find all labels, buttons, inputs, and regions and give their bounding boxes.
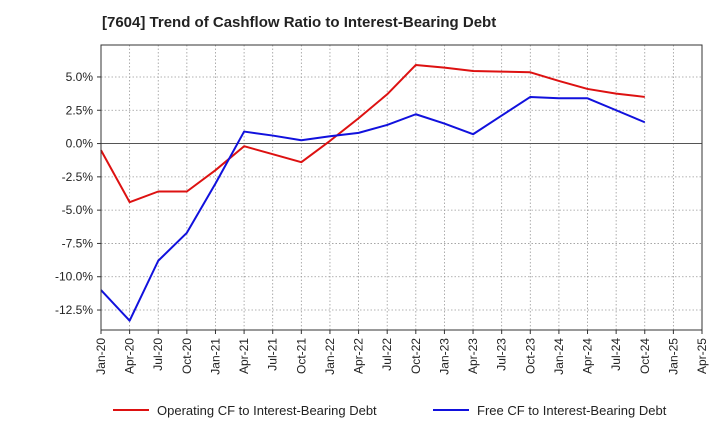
x-tick-label: Jan-25 [666,338,680,375]
x-tick-label: Apr-24 [581,338,595,374]
series-layer [100,63,646,322]
x-tick-label: Oct-23 [523,338,537,374]
x-tick-label: Apr-21 [237,338,251,374]
series-line-2 [100,95,646,322]
chart-title: [7604] Trend of Cashflow Ratio to Intere… [102,14,497,31]
x-tick-label: Jul-20 [151,338,165,371]
x-tick-label: Jul-21 [266,338,280,371]
plot-frame [100,44,703,331]
y-tick-label: 0.0% [66,137,94,151]
legend-item-1: Operating CF to Interest-Bearing Debt [113,403,377,418]
x-tick-label: Jan-20 [94,338,108,375]
x-tick-label: Jan-21 [208,338,222,375]
axis-layer: 5.0% 2.5% 0.0% -2.5% -5.0% -7.5% -10.0% -12.5% J… [55,44,709,375]
legend-layer: Operating CF to Interest-Bearing Debt Fre… [113,403,667,418]
y-tick-label: -12.5% [55,303,93,317]
x-tick-label: Apr-25 [695,338,709,374]
y-tick-label: 2.5% [66,103,94,117]
series-line-1 [100,63,645,204]
y-tick-label: -5.0% [62,203,94,217]
legend-label: Free CF to Interest-Bearing Debt [477,403,667,418]
x-tick-label: Oct-22 [409,338,423,374]
legend-label: Operating CF to Interest-Bearing Debt [157,403,377,418]
grid-layer [101,45,702,330]
x-tick-label: Jan-23 [437,338,451,375]
y-tick-label: -7.5% [62,236,94,250]
x-tick-label: Jul-23 [495,338,509,371]
x-tick-label: Oct-20 [180,338,194,374]
x-tick-label: Jan-22 [323,338,337,375]
x-tick-label: Oct-21 [294,338,308,374]
x-tick-label: Oct-24 [638,338,652,374]
x-tick-label: Jul-22 [380,338,394,371]
x-tick-label: Jul-24 [609,338,623,371]
x-tick-label: Jan-24 [552,338,566,375]
y-tick-label: -10.0% [55,270,93,284]
y-tick-label: 5.0% [66,70,94,84]
x-tick-label: Apr-23 [466,338,480,374]
legend-item-2: Free CF to Interest-Bearing Debt [433,403,667,418]
x-tick-label: Apr-20 [123,338,137,374]
x-tick-label: Apr-22 [352,338,366,374]
y-tick-label: -2.5% [62,170,94,184]
